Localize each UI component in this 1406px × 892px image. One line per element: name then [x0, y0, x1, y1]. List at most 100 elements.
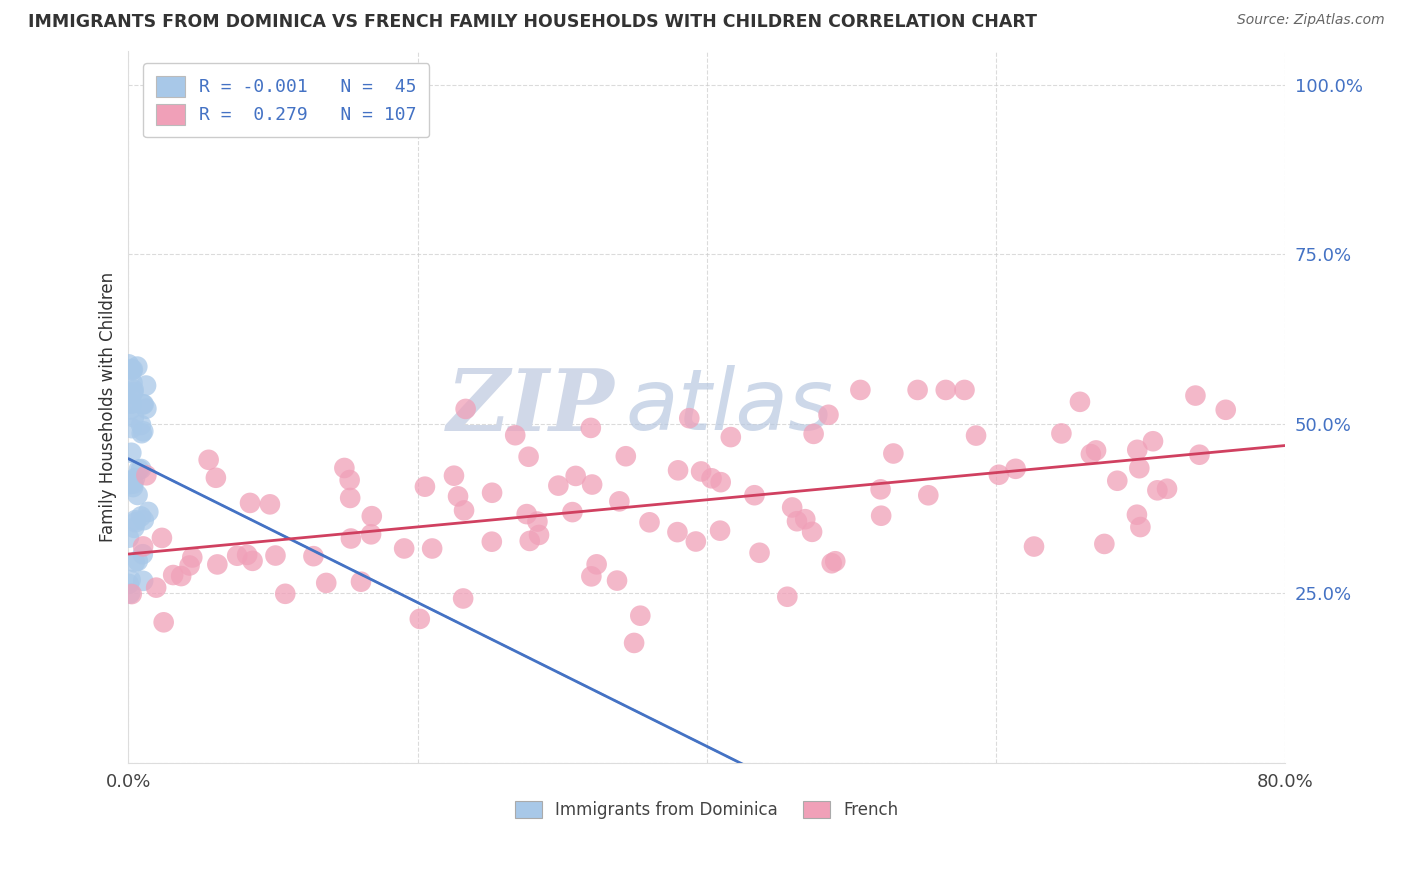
Point: [1126, 508, 1149, 522]
Point: [720, 430, 742, 444]
Point: [1092, 537, 1115, 551]
Point: [623, 636, 645, 650]
Point: [907, 383, 929, 397]
Point: [413, 480, 436, 494]
Point: [122, 521, 145, 535]
Point: [121, 362, 143, 376]
Point: [132, 547, 155, 561]
Point: [678, 411, 700, 425]
Point: [1004, 462, 1026, 476]
Point: [129, 417, 152, 432]
Text: IMMIGRANTS FROM DOMINICA VS FRENCH FAMILY HOUSEHOLDS WITH CHILDREN CORRELATION C: IMMIGRANTS FROM DOMINICA VS FRENCH FAMIL…: [28, 13, 1038, 31]
Point: [136, 505, 159, 519]
Point: [127, 359, 149, 374]
Point: [1129, 520, 1152, 534]
Point: [606, 574, 628, 588]
Point: [150, 531, 173, 545]
Point: [666, 525, 689, 540]
Point: [709, 524, 731, 538]
Legend: Immigrants from Dominica, French: Immigrants from Dominica, French: [509, 795, 905, 826]
Point: [118, 477, 141, 491]
Point: [121, 421, 143, 435]
Point: [527, 528, 550, 542]
Point: [700, 471, 723, 485]
Point: [481, 534, 503, 549]
Point: [1069, 394, 1091, 409]
Point: [481, 485, 503, 500]
Point: [259, 497, 281, 511]
Point: [609, 494, 631, 508]
Point: [135, 401, 157, 416]
Point: [118, 386, 141, 401]
Point: [239, 496, 262, 510]
Point: [776, 590, 799, 604]
Point: [443, 468, 465, 483]
Point: [935, 383, 957, 397]
Point: [120, 446, 142, 460]
Point: [122, 384, 145, 399]
Point: [120, 573, 142, 587]
Point: [170, 569, 193, 583]
Point: [447, 489, 470, 503]
Point: [132, 540, 155, 554]
Point: [987, 467, 1010, 482]
Point: [1050, 426, 1073, 441]
Point: [132, 513, 155, 527]
Point: [132, 397, 155, 411]
Point: [564, 469, 586, 483]
Point: [135, 378, 157, 392]
Point: [118, 531, 141, 545]
Point: [579, 421, 602, 435]
Point: [526, 515, 548, 529]
Point: [1184, 388, 1206, 402]
Y-axis label: Family Households with Children: Family Households with Children: [100, 272, 117, 542]
Point: [585, 558, 607, 572]
Point: [118, 396, 141, 410]
Point: [1156, 482, 1178, 496]
Point: [821, 556, 844, 570]
Point: [882, 446, 904, 460]
Point: [794, 512, 817, 526]
Point: [392, 541, 415, 556]
Point: [516, 507, 538, 521]
Point: [132, 397, 155, 411]
Point: [519, 533, 541, 548]
Point: [801, 524, 824, 539]
Point: [1146, 483, 1168, 498]
Point: [547, 478, 569, 492]
Point: [454, 401, 477, 416]
Point: [121, 376, 143, 390]
Point: [744, 488, 766, 502]
Point: [581, 569, 603, 583]
Point: [561, 505, 583, 519]
Point: [803, 426, 825, 441]
Point: [780, 500, 803, 515]
Point: [1215, 402, 1237, 417]
Point: [122, 480, 145, 494]
Point: [118, 577, 141, 591]
Point: [453, 503, 475, 517]
Text: Source: ZipAtlas.com: Source: ZipAtlas.com: [1237, 13, 1385, 28]
Point: [1126, 442, 1149, 457]
Point: [340, 532, 363, 546]
Point: [302, 549, 325, 563]
Point: [339, 473, 361, 487]
Text: ZIP: ZIP: [446, 365, 614, 449]
Point: [638, 516, 661, 530]
Point: [870, 508, 893, 523]
Point: [132, 574, 155, 588]
Point: [181, 550, 204, 565]
Point: [129, 509, 152, 524]
Point: [117, 357, 139, 371]
Text: atlas: atlas: [626, 366, 834, 449]
Point: [1188, 448, 1211, 462]
Point: [503, 428, 526, 442]
Point: [117, 475, 139, 489]
Point: [121, 474, 143, 488]
Point: [1142, 434, 1164, 449]
Point: [132, 425, 155, 439]
Point: [360, 527, 382, 541]
Point: [125, 515, 148, 529]
Point: [710, 475, 733, 490]
Point: [965, 428, 987, 442]
